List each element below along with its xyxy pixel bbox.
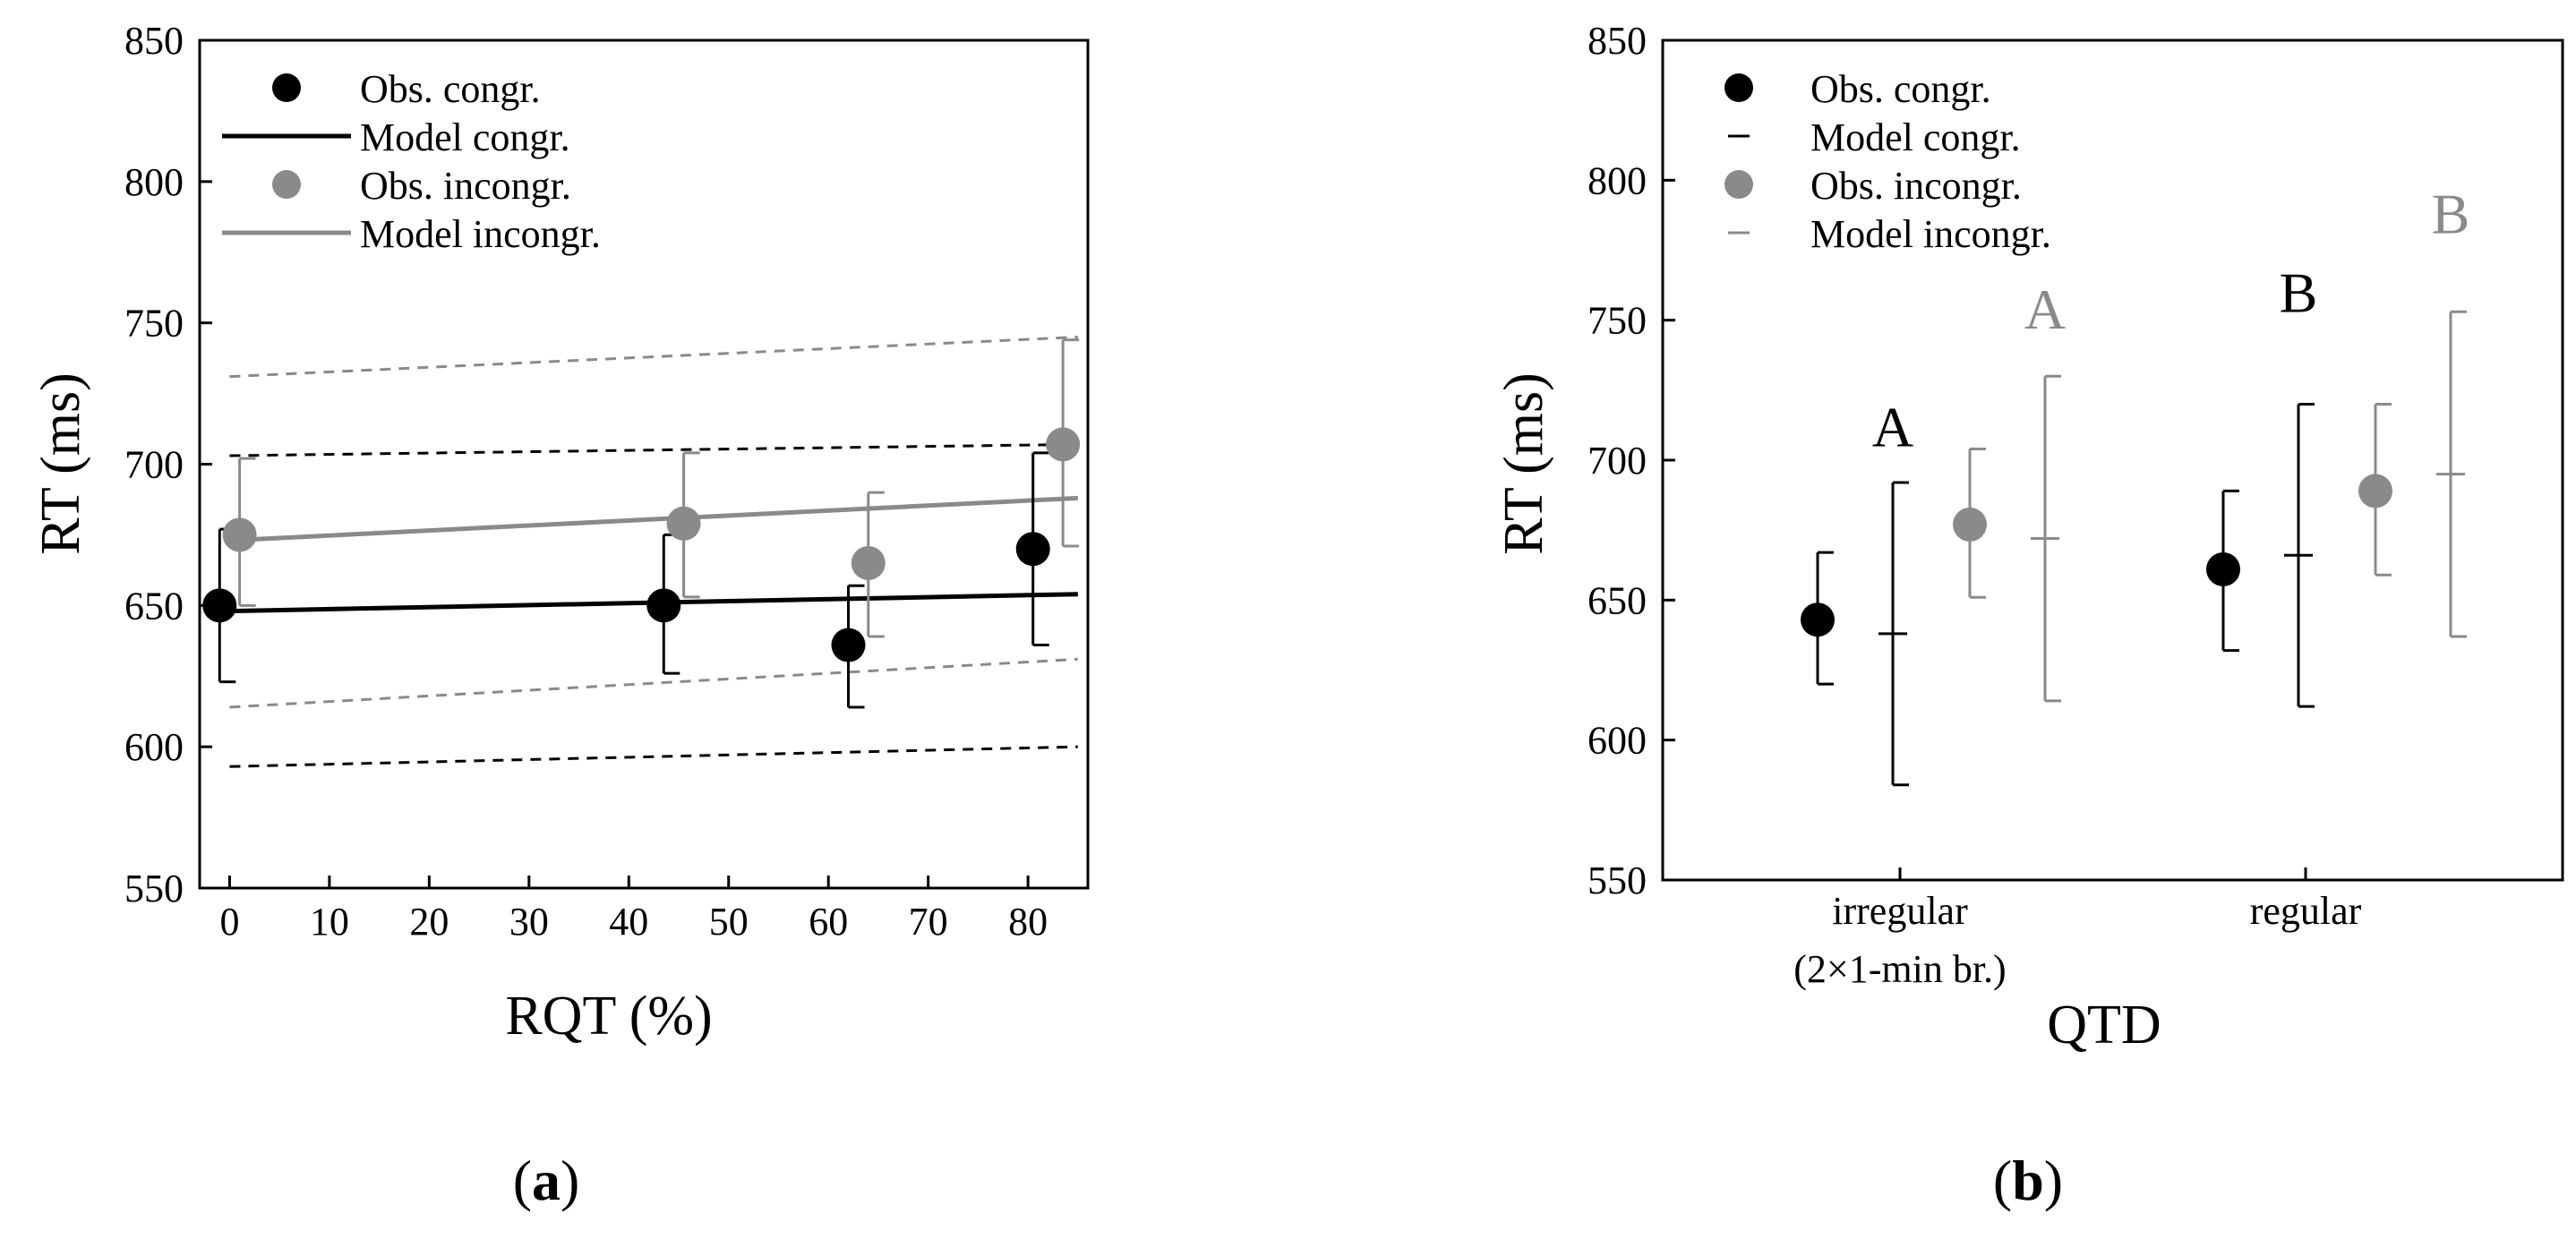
panel-a-label-open: ( bbox=[513, 1149, 532, 1212]
panel-a-legend: Obs. congr.Model congr. Obs. incongr.Mode… bbox=[222, 67, 601, 256]
panel-b-label-letter: b bbox=[2012, 1149, 2044, 1212]
panel-b-marks: A A B B bbox=[1801, 183, 2470, 787]
panel-a-data-point bbox=[1015, 532, 1050, 567]
panel-b-data-point bbox=[1801, 602, 1835, 637]
panel-a-x-tick-label: 20 bbox=[409, 900, 449, 944]
panel-a-marks bbox=[202, 335, 1081, 768]
panel-b-significance-letter: B bbox=[2432, 183, 2470, 246]
panel-a-y-tick-label: 600 bbox=[124, 725, 184, 769]
panel-a-x-tick-label: 40 bbox=[609, 900, 648, 944]
panel-b-label-close: ) bbox=[2044, 1149, 2063, 1212]
panel-a-legend-label: Obs. congr. bbox=[360, 67, 541, 111]
panel-b-y-axis-title: RT (ms) bbox=[1493, 372, 1554, 555]
panel-b-y-tick-label: 700 bbox=[1588, 439, 1647, 483]
panel-b-legend-label: Model congr. bbox=[1810, 115, 2021, 159]
panel-a-ci-lower-line bbox=[229, 745, 1078, 768]
panel-a-x-tick-label: 80 bbox=[1008, 900, 1048, 944]
panel-a-x-tick-label: 60 bbox=[809, 900, 848, 944]
panel-a-legend-label: Model incongr. bbox=[360, 212, 601, 256]
panel-a-legend-marker bbox=[272, 170, 301, 199]
panel-a-y-tick-label: 800 bbox=[124, 160, 184, 204]
panel-b-y-tick-label: 850 bbox=[1588, 19, 1647, 63]
panel-b-y-tick-label: 800 bbox=[1588, 158, 1647, 202]
panel-b-ticks: 550 600 650 700 750 800 850 bbox=[1588, 19, 2307, 902]
panel-a-data-point bbox=[202, 588, 237, 623]
panel-a-ci-lower-line bbox=[229, 657, 1078, 709]
panel-a-label-letter: a bbox=[532, 1149, 561, 1212]
panel-a-x-tick-label: 30 bbox=[509, 900, 549, 944]
panel-a-y-tick-label: 750 bbox=[124, 302, 184, 346]
panel-b-legend-marker bbox=[1724, 170, 1753, 199]
panel-a-x-tick-label: 0 bbox=[219, 900, 239, 944]
panel-b-label-open: ( bbox=[1993, 1149, 2012, 1212]
panel-b-data-point bbox=[1953, 507, 1987, 542]
panel-a-data-point bbox=[1046, 427, 1081, 462]
panel-a-x-tick-label: 70 bbox=[909, 900, 948, 944]
panel-a-y-tick-label: 700 bbox=[124, 443, 184, 487]
panel-b-data-point bbox=[2206, 551, 2240, 586]
panel-b-significance-letter: A bbox=[2024, 278, 2066, 341]
panel-b-label: (b) bbox=[1993, 1149, 2063, 1212]
panel-a-chart: 0 10 20 30 40 50 60 70 80 550 600 650 700 750 800 850 O… bbox=[30, 19, 1090, 1212]
panel-b-y-tick-label: 600 bbox=[1588, 719, 1647, 763]
panel-b-significance-letter: A bbox=[1872, 395, 1913, 458]
panel-a-y-axis-title: RT (ms) bbox=[30, 372, 91, 555]
panel-b-category-1-line1: regular bbox=[2250, 889, 2362, 933]
panel-a-legend-label: Obs. incongr. bbox=[360, 164, 571, 208]
panel-a-legend-marker bbox=[272, 73, 301, 102]
panel-a-ci-upper-line bbox=[229, 442, 1078, 457]
panel-a-x-tick-label: 10 bbox=[310, 900, 349, 944]
panel-b-significance-letter: B bbox=[2280, 261, 2318, 324]
panel-b-legend-marker bbox=[1724, 73, 1753, 102]
panel-a-plot-frame bbox=[198, 38, 1090, 890]
panel-a-label: (a) bbox=[513, 1149, 580, 1212]
panel-b-legend-label: Model incongr. bbox=[1810, 212, 2051, 256]
panel-b-data-point bbox=[2358, 474, 2392, 508]
panel-b-y-tick-label: 550 bbox=[1588, 859, 1647, 902]
panel-a-data-point bbox=[646, 588, 681, 623]
panel-b-legend: Obs. congr.Model congr. Obs. incongr.Mode… bbox=[1724, 67, 2051, 256]
panel-a-ci-upper-line bbox=[229, 335, 1078, 379]
panel-a-data-point bbox=[831, 628, 866, 662]
panel-a-y-tick-label: 650 bbox=[124, 584, 184, 628]
panel-b-legend-label: Obs. incongr. bbox=[1810, 164, 2022, 208]
panel-a-y-tick-label: 550 bbox=[124, 867, 184, 910]
panel-a-x-axis-title: RQT (%) bbox=[505, 986, 712, 1047]
panel-a-data-point bbox=[851, 545, 886, 580]
panel-b-category-0-line1: irregular bbox=[1832, 889, 1968, 933]
panel-a-data-point bbox=[222, 517, 257, 552]
panel-b-plot-frame bbox=[1661, 38, 2564, 882]
panel-b-legend-label: Obs. congr. bbox=[1810, 67, 1991, 111]
panel-a-legend-label: Model congr. bbox=[360, 115, 570, 159]
panel-b-x-axis-title: QTD bbox=[2047, 995, 2161, 1055]
panel-a-data-point bbox=[666, 506, 701, 541]
panel-a-label-close: ) bbox=[561, 1149, 579, 1212]
panel-b-y-tick-label: 650 bbox=[1588, 578, 1647, 622]
panel-a-x-tick-label: 50 bbox=[709, 900, 749, 944]
panel-b-category-0-line2: (2×1-min br.) bbox=[1793, 947, 2006, 991]
panel-b-y-tick-label: 750 bbox=[1588, 299, 1647, 343]
panel-a-model-line bbox=[229, 495, 1078, 543]
panel-a-ticks: 0 10 20 30 40 50 60 70 80 550 600 650 700 750 800 850 bbox=[124, 19, 1048, 944]
panel-a-y-tick-label: 850 bbox=[124, 19, 184, 63]
